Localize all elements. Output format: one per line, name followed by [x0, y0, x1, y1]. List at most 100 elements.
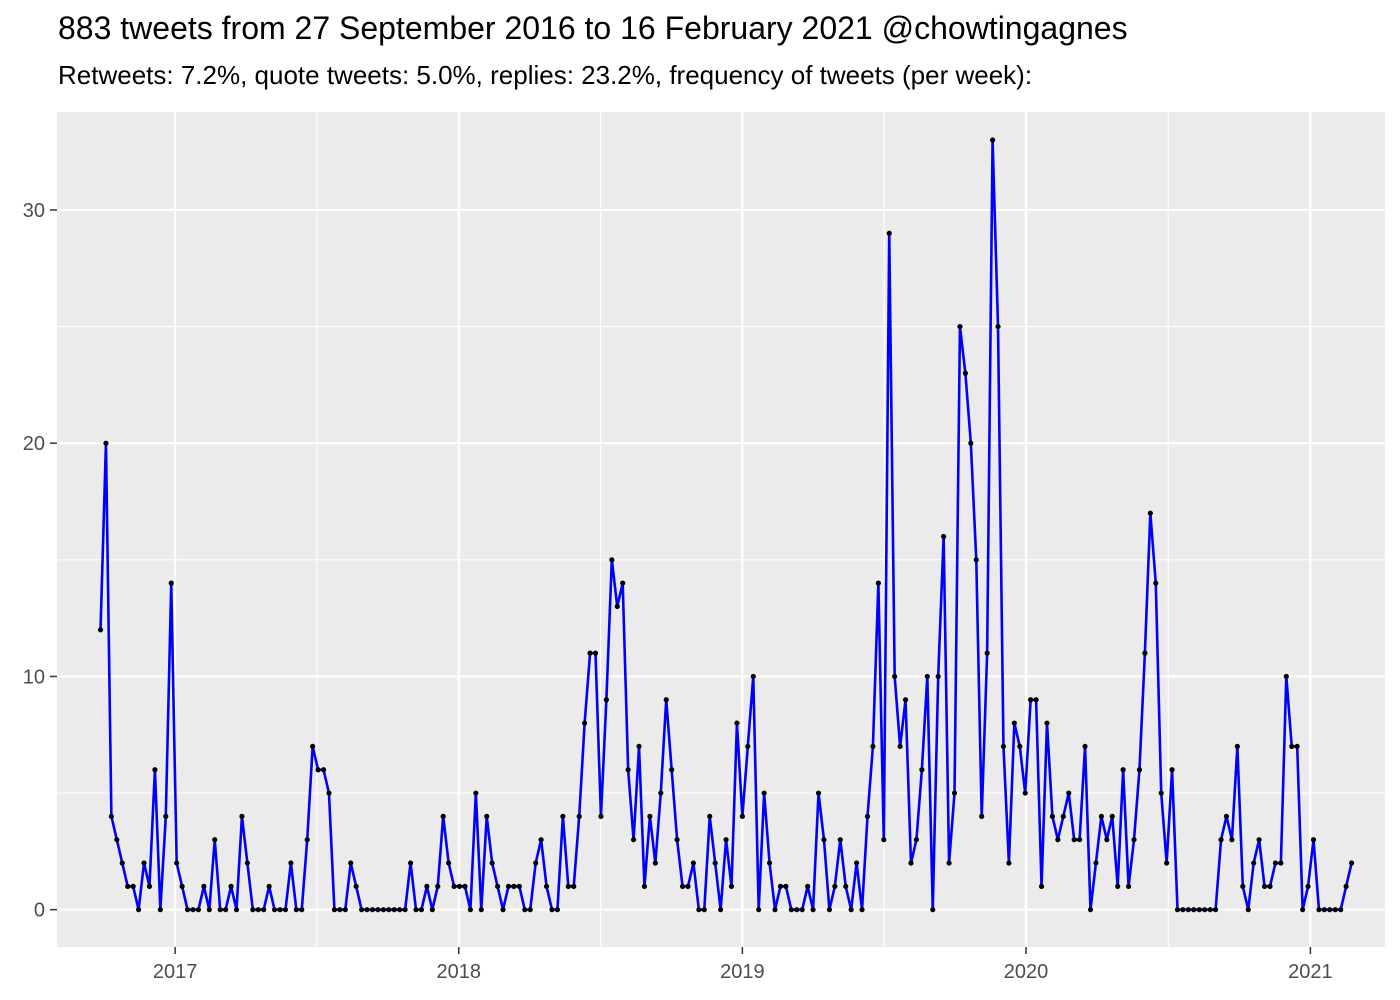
data-point	[146, 883, 153, 889]
data-point	[125, 883, 131, 889]
x-tick-label: 2017	[153, 961, 198, 983]
data-point	[902, 697, 909, 703]
data-point	[1017, 743, 1023, 750]
data-point	[728, 883, 735, 889]
data-point	[761, 790, 767, 796]
data-point	[707, 813, 713, 819]
data-point	[848, 907, 854, 913]
data-point	[712, 860, 718, 866]
data-point	[271, 907, 278, 913]
x-tick-label: 2018	[436, 961, 481, 983]
data-point	[913, 837, 920, 843]
data-point	[179, 883, 185, 889]
data-point	[1115, 883, 1121, 889]
data-point	[772, 907, 778, 913]
data-point	[1202, 907, 1208, 913]
x-tick-label: 2020	[1004, 961, 1049, 983]
data-point	[924, 673, 930, 680]
data-point	[826, 907, 833, 913]
data-point	[97, 627, 104, 633]
data-point	[1251, 860, 1257, 866]
data-point	[1120, 767, 1126, 773]
data-point	[718, 907, 724, 913]
data-point	[1093, 860, 1099, 866]
data-point	[864, 813, 871, 819]
data-point	[1332, 907, 1338, 913]
data-point	[1164, 860, 1170, 866]
data-point	[1310, 837, 1317, 843]
data-point	[1011, 720, 1017, 726]
data-point	[1272, 860, 1279, 866]
data-point	[1038, 883, 1045, 889]
data-point	[815, 790, 822, 796]
data-point	[375, 907, 381, 913]
data-point	[592, 650, 599, 656]
data-point	[369, 907, 376, 913]
data-point	[843, 883, 849, 889]
data-point	[402, 907, 408, 913]
data-point	[239, 813, 245, 819]
data-point	[418, 907, 425, 913]
data-point	[549, 907, 555, 913]
data-point	[201, 883, 207, 889]
data-point	[190, 907, 196, 913]
data-point	[598, 813, 604, 819]
data-point	[1294, 743, 1300, 750]
data-point	[881, 837, 887, 843]
minor-gridlines	[57, 112, 1385, 947]
data-point	[114, 837, 120, 843]
data-point	[282, 907, 289, 913]
data-point	[1180, 907, 1186, 913]
data-point	[223, 907, 229, 913]
data-point	[1131, 837, 1137, 843]
data-point	[456, 883, 463, 889]
data-point	[723, 837, 729, 843]
data-point	[919, 767, 925, 773]
data-point	[1316, 907, 1322, 913]
data-point	[451, 883, 457, 889]
data-point	[533, 860, 539, 866]
data-point	[505, 883, 512, 889]
data-point	[777, 883, 784, 889]
data-point	[195, 907, 202, 913]
data-point	[391, 907, 397, 913]
data-point	[641, 883, 648, 889]
data-point	[821, 837, 827, 843]
data-point	[1283, 673, 1289, 680]
data-point	[1300, 907, 1306, 913]
data-point	[745, 743, 751, 750]
data-point	[962, 370, 968, 376]
data-point	[1256, 837, 1262, 843]
data-point	[941, 533, 947, 540]
data-point	[1338, 907, 1344, 913]
data-point	[1055, 837, 1061, 843]
data-point	[174, 860, 180, 866]
data-point	[696, 907, 702, 913]
data-point	[810, 907, 816, 913]
data-point	[255, 907, 261, 913]
points-layer	[97, 137, 1355, 913]
data-point	[413, 907, 419, 913]
data-point	[206, 907, 212, 913]
data-point	[478, 907, 484, 913]
data-point	[212, 837, 218, 843]
data-point	[511, 883, 517, 889]
data-point	[152, 767, 158, 773]
data-point	[228, 883, 234, 889]
data-point	[984, 650, 990, 656]
data-point	[130, 883, 136, 889]
data-point	[870, 743, 876, 750]
data-point	[788, 907, 794, 913]
data-point	[1348, 860, 1355, 866]
data-point	[1196, 907, 1202, 913]
chart-title: 883 tweets from 27 September 2016 to 16 …	[58, 10, 1128, 46]
data-point	[794, 907, 800, 913]
data-point	[620, 580, 626, 586]
y-tick-label: 0	[34, 900, 45, 922]
data-point	[244, 860, 250, 866]
data-point	[331, 907, 338, 913]
data-point	[690, 860, 697, 866]
data-point	[1109, 813, 1115, 819]
data-point	[293, 907, 299, 913]
